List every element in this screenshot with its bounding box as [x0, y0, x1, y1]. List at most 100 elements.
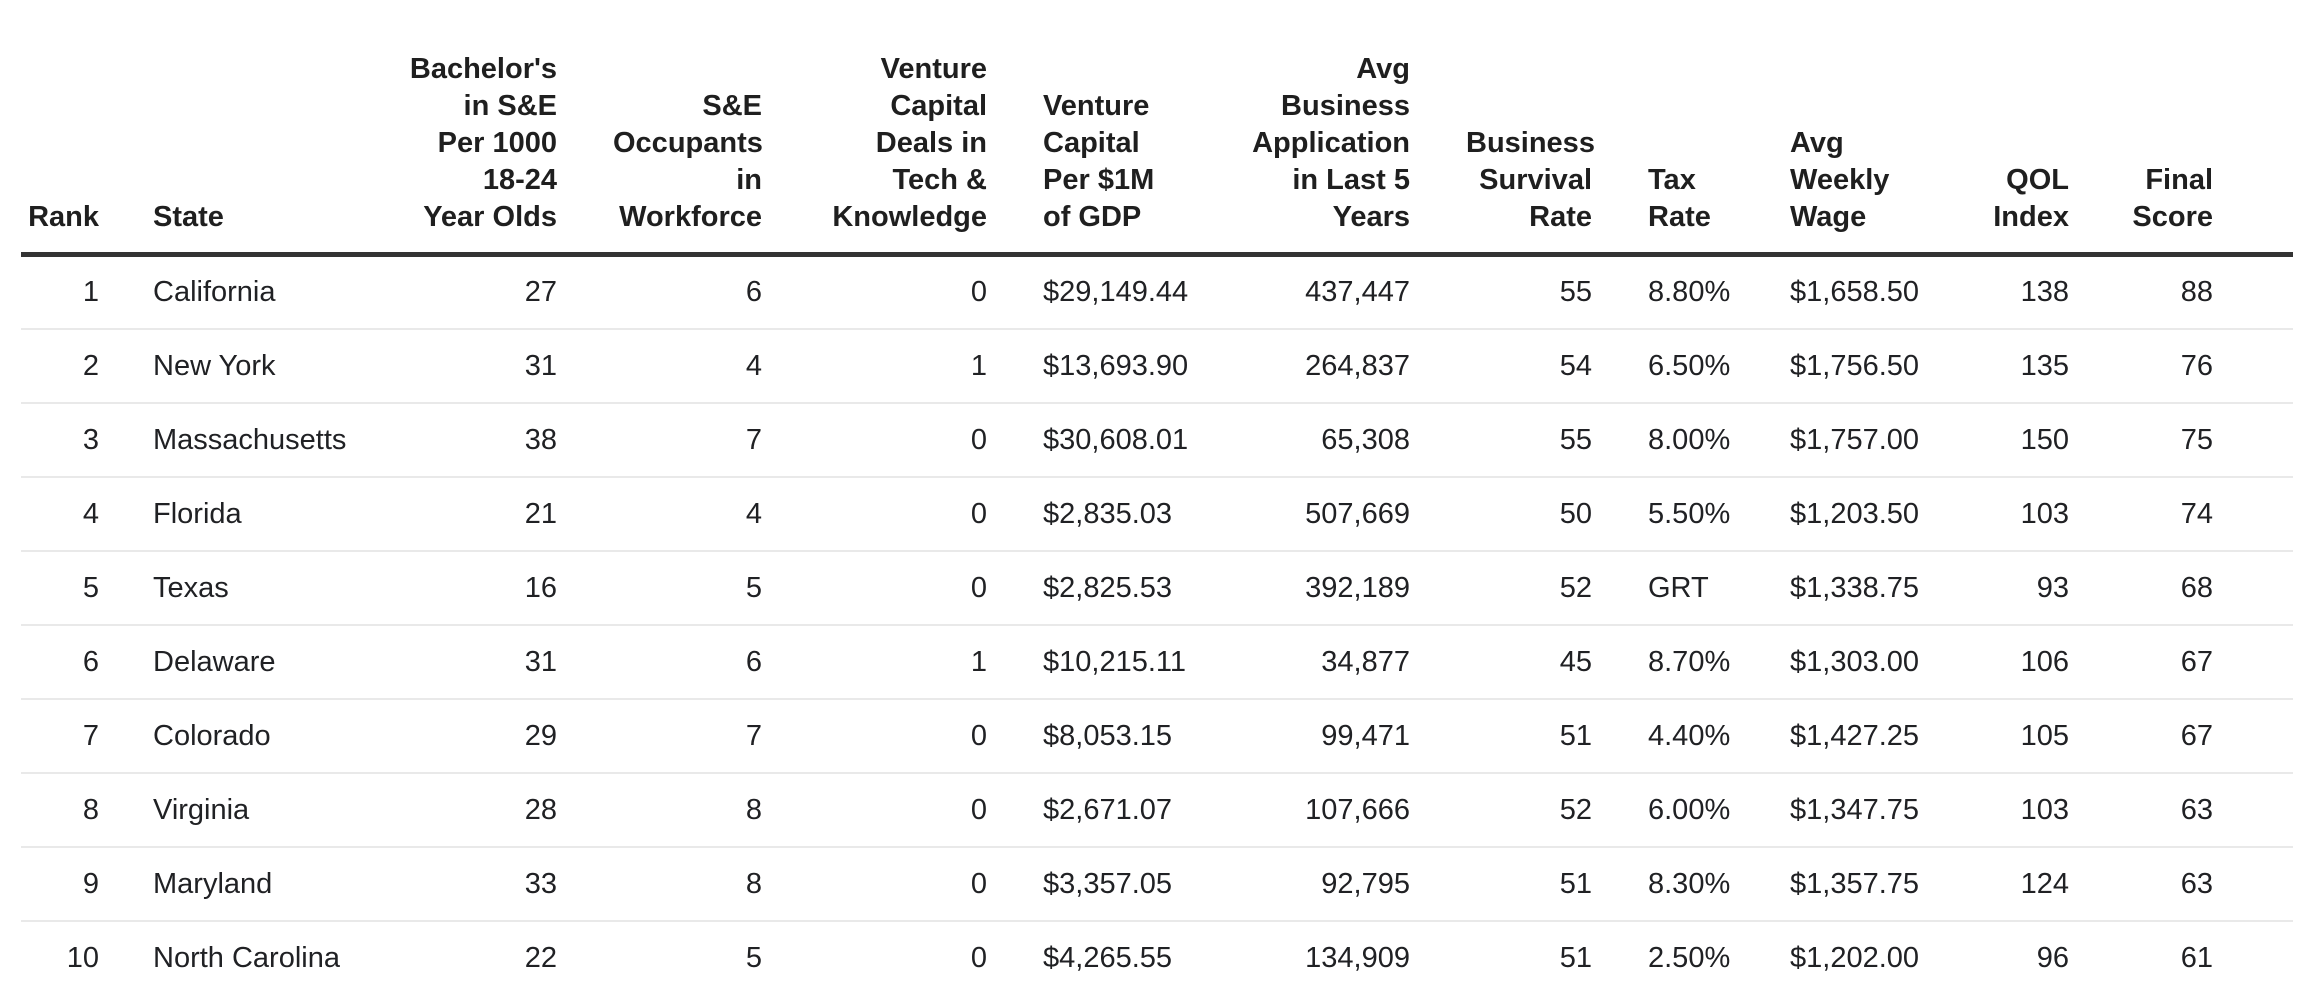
cell-bachelors-in-se-per-1000-18-24-year-olds: 31	[380, 327, 585, 403]
cell-avg-weekly-wage: $1,202.00	[1762, 919, 1962, 995]
cell-avg-weekly-wage: $1,347.75	[1762, 771, 1962, 847]
cell-venture-capital-deals-in-tech-knowledge: 0	[790, 771, 1015, 847]
cell-business-survival-rate: 51	[1438, 919, 1620, 995]
cell-venture-capital-deals-in-tech-knowledge: 0	[790, 475, 1015, 551]
cell-state: Maryland	[125, 845, 380, 921]
table-row: 9 Maryland 33 8 0 $3,357.05 92,795 51 8.30% $1,35…	[21, 845, 2293, 921]
table-row: 6 Delaware 31 6 1 $10,215.11 34,877 45 8.70% $1,3…	[21, 623, 2293, 699]
cell-business-survival-rate: 55	[1438, 401, 1620, 477]
cell-se-occupants-in-workforce: 8	[585, 771, 790, 847]
cell-state: Virginia	[125, 771, 380, 847]
cell-tax-rate: 6.50%	[1620, 327, 1762, 403]
cell-venture-capital-per-1m-of-gdp: $2,825.53	[1015, 549, 1220, 625]
cell-bachelors-in-se-per-1000-18-24-year-olds: 31	[380, 623, 585, 699]
cell-final-score: 63	[2097, 845, 2293, 921]
column-header-venture-capital-per-1m-of-gdp: Venture Capital Per $1M of GDP	[1015, 0, 1220, 257]
cell-business-survival-rate: 50	[1438, 475, 1620, 551]
cell-se-occupants-in-workforce: 6	[585, 623, 790, 699]
cell-tax-rate: 8.80%	[1648, 276, 1731, 309]
cell-tax-rate: 4.40%	[1620, 697, 1762, 773]
cell-bachelors-in-se-per-1000-18-24-year-olds: 22	[380, 919, 585, 995]
cell-avg-business-application-in-last-5-years: 437,447	[1305, 276, 1410, 309]
cell-venture-capital-deals-in-tech-knowledge: 0	[970, 276, 987, 309]
cell-tax-rate: 8.70%	[1620, 623, 1762, 699]
cell-se-occupants-in-workforce: 4	[585, 475, 790, 551]
cell-avg-business-application-in-last-5-years: 264,837	[1220, 327, 1438, 403]
cell-rank: 5	[21, 549, 125, 625]
cell-final-score: 68	[2097, 549, 2293, 625]
cell-avg-weekly-wage: $1,756.50	[1762, 327, 1962, 403]
cell-avg-weekly-wage: $1,658.50	[1790, 276, 1920, 309]
cell-bachelors-in-se-per-1000-18-24-year-olds: 38	[380, 401, 585, 477]
cell-tax-rate: 8.30%	[1620, 845, 1762, 921]
cell-final-score: 67	[2097, 697, 2293, 773]
column-header-business-survival-rate: Business Survival Rate	[1438, 0, 1620, 257]
cell-rank: 1	[82, 276, 99, 309]
cell-bachelors-in-se-per-1000-18-24-year-olds: 28	[380, 771, 585, 847]
cell-venture-capital-deals-in-tech-knowledge: 0	[790, 549, 1015, 625]
cell-rank: 10	[21, 919, 125, 995]
cell-rank: 9	[21, 845, 125, 921]
cell-business-survival-rate: 51	[1438, 845, 1620, 921]
cell-qol-index: 138	[2020, 276, 2069, 309]
cell-se-occupants-in-workforce: 7	[585, 401, 790, 477]
cell-se-occupants-in-workforce: 8	[585, 845, 790, 921]
column-header-qol-index: QOL Index	[1962, 0, 2097, 257]
cell-business-survival-rate: 52	[1438, 771, 1620, 847]
table-row: 4 Florida 21 4 0 $2,835.03 507,669 50 5.50% $1,20…	[21, 475, 2293, 551]
cell-final-score: 67	[2097, 623, 2293, 699]
cell-venture-capital-per-1m-of-gdp: $4,265.55	[1015, 919, 1220, 995]
cell-venture-capital-deals-in-tech-knowledge: 1	[790, 623, 1015, 699]
cell-rank: 2	[21, 327, 125, 403]
cell-final-score: 61	[2097, 919, 2293, 995]
cell-qol-index: 105	[1962, 697, 2097, 773]
cell-qol-index: 135	[1962, 327, 2097, 403]
state-ranking-table: Rank State Bachelor's in S&E Per 1000 18-2…	[21, 0, 2293, 995]
cell-venture-capital-deals-in-tech-knowledge: 1	[790, 327, 1015, 403]
cell-avg-business-application-in-last-5-years: 134,909	[1220, 919, 1438, 995]
cell-state: Delaware	[125, 623, 380, 699]
cell-qol-index: 96	[1962, 919, 2097, 995]
column-header-state: State	[125, 0, 380, 257]
cell-qol-index: 150	[1962, 401, 2097, 477]
cell-venture-capital-deals-in-tech-knowledge: 0	[790, 401, 1015, 477]
cell-avg-business-application-in-last-5-years: 92,795	[1220, 845, 1438, 921]
cell-final-score: 74	[2097, 475, 2293, 551]
column-header-se-occupants-in-workforce: S&E Occupants in Workforce	[585, 0, 790, 257]
cell-bachelors-in-se-per-1000-18-24-year-olds: 29	[380, 697, 585, 773]
cell-business-survival-rate: 55	[1559, 276, 1592, 309]
cell-qol-index: 106	[1962, 623, 2097, 699]
cell-tax-rate: 6.00%	[1620, 771, 1762, 847]
cell-tax-rate: 5.50%	[1620, 475, 1762, 551]
cell-state: Colorado	[125, 697, 380, 773]
cell-venture-capital-deals-in-tech-knowledge: 0	[790, 697, 1015, 773]
table-row: 5 Texas 16 5 0 $2,825.53 392,189 52 GRT $1,338.75…	[21, 549, 2293, 625]
cell-tax-rate: 2.50%	[1620, 919, 1762, 995]
cell-venture-capital-per-1m-of-gdp: $2,671.07	[1015, 771, 1220, 847]
cell-business-survival-rate: 45	[1438, 623, 1620, 699]
column-header-avg-weekly-wage: Avg Weekly Wage	[1762, 0, 1962, 257]
cell-se-occupants-in-workforce: 5	[585, 549, 790, 625]
cell-venture-capital-deals-in-tech-knowledge: 0	[790, 919, 1015, 995]
cell-avg-business-application-in-last-5-years: 34,877	[1220, 623, 1438, 699]
cell-avg-weekly-wage: $1,203.50	[1762, 475, 1962, 551]
cell-final-score: 75	[2097, 401, 2293, 477]
cell-avg-weekly-wage: $1,427.25	[1762, 697, 1962, 773]
column-header-tax-rate: Tax Rate	[1620, 0, 1762, 257]
table-row: 3 Massachusetts 38 7 0 $30,608.01 65,308 55 8.00…	[21, 401, 2293, 477]
column-header-bachelors-in-se-per-1000-18-24-year-olds: Bachelor's in S&E Per 1000 18-24 Year Ol…	[380, 0, 585, 257]
table-row: 7 Colorado 29 7 0 $8,053.15 99,471 51 4.40% $1,42…	[21, 697, 2293, 773]
cell-business-survival-rate: 54	[1438, 327, 1620, 403]
cell-final-score: 76	[2097, 327, 2293, 403]
column-header-avg-business-application-in-last-5-years: Avg Business Application in Last 5 Years	[1220, 0, 1438, 257]
table-body: 1 California 27 6 0 $29,149.44 437,447 55 8.80% $…	[21, 255, 2293, 995]
cell-business-survival-rate: 52	[1438, 549, 1620, 625]
cell-bachelors-in-se-per-1000-18-24-year-olds: 27	[524, 276, 557, 309]
cell-state: North Carolina	[125, 919, 380, 995]
cell-tax-rate: 8.00%	[1620, 401, 1762, 477]
cell-rank: 7	[21, 697, 125, 773]
cell-venture-capital-deals-in-tech-knowledge: 0	[790, 845, 1015, 921]
column-header-rank: Rank	[21, 0, 125, 257]
cell-final-score: 88	[2180, 276, 2213, 309]
